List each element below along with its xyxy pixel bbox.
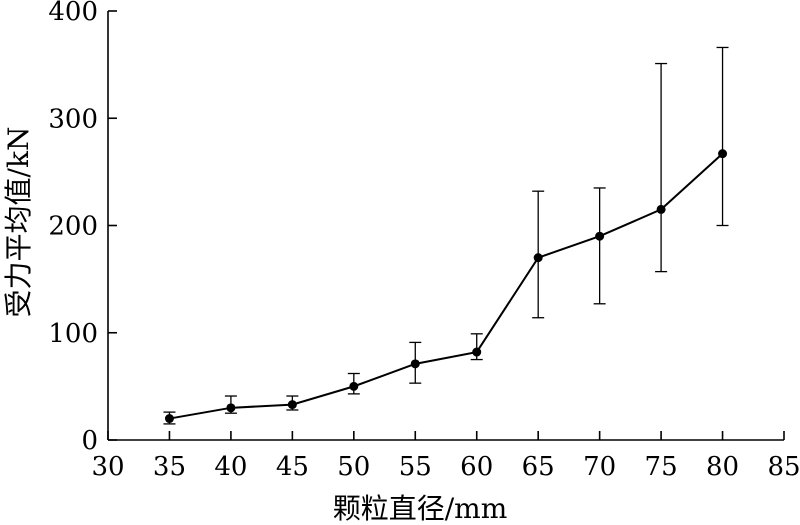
y-tick-label: 100 xyxy=(48,319,98,349)
y-tick-label: 0 xyxy=(81,426,98,456)
x-tick-label: 45 xyxy=(276,452,309,482)
y-tick-label: 400 xyxy=(48,0,98,27)
x-axis-title: 颗粒直径/mm xyxy=(333,492,508,525)
data-point xyxy=(349,381,359,391)
data-point xyxy=(595,231,605,241)
x-tick-label: 35 xyxy=(153,452,186,482)
x-tick-label: 30 xyxy=(91,452,124,482)
x-tick-label: 85 xyxy=(767,452,800,482)
data-point xyxy=(533,253,543,263)
data-point xyxy=(287,400,297,410)
x-tick-label: 65 xyxy=(522,452,555,482)
x-tick-label: 50 xyxy=(337,452,370,482)
x-tick-label: 75 xyxy=(645,452,678,482)
y-tick-label: 300 xyxy=(48,104,98,134)
x-tick-label: 60 xyxy=(460,452,493,482)
data-point xyxy=(472,347,482,357)
data-point xyxy=(718,149,728,159)
y-axis-ticks: 0 100 200 300 400 xyxy=(48,0,117,456)
x-axis-ticks: 30 35 40 45 50 55 60 65 70 75 80 85 xyxy=(91,431,800,482)
data-point xyxy=(410,359,420,369)
x-tick-label: 70 xyxy=(583,452,616,482)
data-point xyxy=(656,204,666,214)
x-tick-label: 55 xyxy=(399,452,432,482)
series-line xyxy=(169,152,724,420)
axes xyxy=(107,11,784,441)
x-tick-label: 80 xyxy=(706,452,739,482)
x-tick-label: 40 xyxy=(214,452,247,482)
data-point xyxy=(226,403,236,413)
data-series xyxy=(164,149,728,424)
y-tick-label: 200 xyxy=(48,212,98,242)
data-point xyxy=(164,414,174,424)
error-bars xyxy=(163,46,729,425)
y-axis-title: 受力平均值/kN xyxy=(2,127,35,318)
